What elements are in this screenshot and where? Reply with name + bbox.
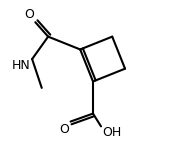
Text: O: O <box>24 8 34 21</box>
Text: HN: HN <box>12 59 30 72</box>
Text: O: O <box>59 123 69 136</box>
Text: OH: OH <box>103 126 122 139</box>
